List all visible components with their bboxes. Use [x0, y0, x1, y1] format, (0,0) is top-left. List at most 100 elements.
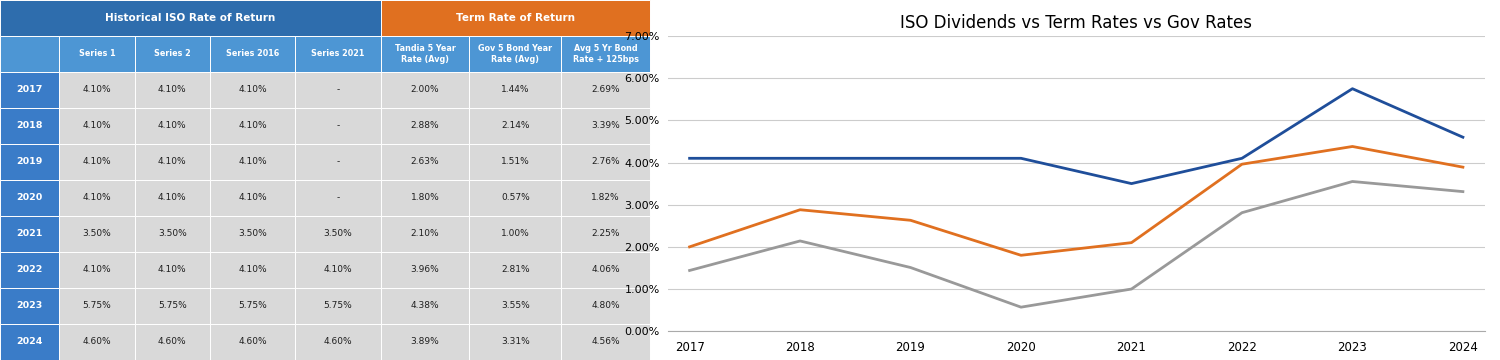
- Bar: [561, 72, 650, 108]
- Bar: [58, 36, 135, 72]
- Bar: [135, 288, 210, 324]
- Bar: [470, 288, 561, 324]
- Text: 3.50%: 3.50%: [82, 230, 111, 238]
- Text: 4.06%: 4.06%: [591, 266, 620, 275]
- Text: 4.10%: 4.10%: [158, 85, 186, 94]
- Title: ISO Dividends vs Term Rates vs Gov Rates: ISO Dividends vs Term Rates vs Gov Rates: [900, 14, 1252, 32]
- Text: 1.82%: 1.82%: [591, 194, 620, 202]
- Text: 4.10%: 4.10%: [238, 194, 267, 202]
- Text: 4.10%: 4.10%: [238, 85, 267, 94]
- Bar: [296, 144, 381, 180]
- Bar: [210, 144, 296, 180]
- Text: -: -: [336, 157, 340, 166]
- Bar: [381, 288, 470, 324]
- Text: 2.00%: 2.00%: [411, 85, 440, 94]
- Text: 4.10%: 4.10%: [82, 157, 111, 166]
- Text: 2.69%: 2.69%: [591, 85, 620, 94]
- Bar: [296, 324, 381, 360]
- Bar: [381, 144, 470, 180]
- Text: 4.10%: 4.10%: [238, 266, 267, 275]
- Text: 2.14%: 2.14%: [501, 121, 530, 130]
- Text: 3.50%: 3.50%: [238, 230, 267, 238]
- Text: 2019: 2019: [16, 157, 42, 166]
- Text: Series 1: Series 1: [78, 49, 116, 58]
- Bar: [0, 72, 58, 108]
- Text: 4.10%: 4.10%: [82, 266, 111, 275]
- Text: 4.60%: 4.60%: [82, 338, 111, 346]
- Bar: [210, 72, 296, 108]
- Text: 4.10%: 4.10%: [158, 121, 186, 130]
- Text: 3.50%: 3.50%: [158, 230, 186, 238]
- Text: 4.10%: 4.10%: [238, 121, 267, 130]
- Text: 4.10%: 4.10%: [238, 157, 267, 166]
- Bar: [0, 180, 58, 216]
- Bar: [210, 252, 296, 288]
- Bar: [135, 144, 210, 180]
- Text: 5.75%: 5.75%: [238, 302, 267, 310]
- Bar: [210, 216, 296, 252]
- Text: Historical ISO Rate of Return: Historical ISO Rate of Return: [105, 13, 276, 23]
- Text: 4.60%: 4.60%: [238, 338, 267, 346]
- Text: Series 2021: Series 2021: [312, 49, 364, 58]
- Bar: [381, 252, 470, 288]
- Text: 2.81%: 2.81%: [501, 266, 530, 275]
- Text: 5.75%: 5.75%: [82, 302, 111, 310]
- Bar: [296, 72, 381, 108]
- Bar: [381, 216, 470, 252]
- Bar: [381, 36, 470, 72]
- Bar: [381, 324, 470, 360]
- Text: 2.76%: 2.76%: [591, 157, 620, 166]
- Text: 3.39%: 3.39%: [591, 121, 620, 130]
- Text: 1.00%: 1.00%: [501, 230, 530, 238]
- Text: Series 2016: Series 2016: [226, 49, 279, 58]
- Bar: [135, 72, 210, 108]
- Text: 2022: 2022: [16, 266, 42, 275]
- Bar: [58, 180, 135, 216]
- Text: 2024: 2024: [16, 338, 42, 346]
- Bar: [210, 108, 296, 144]
- Text: 2023: 2023: [16, 302, 42, 310]
- Text: Tandia 5 Year
Rate (Avg): Tandia 5 Year Rate (Avg): [394, 45, 456, 63]
- Text: 4.10%: 4.10%: [324, 266, 352, 275]
- Bar: [58, 216, 135, 252]
- Bar: [210, 36, 296, 72]
- Bar: [470, 252, 561, 288]
- Bar: [561, 144, 650, 180]
- Bar: [296, 108, 381, 144]
- Text: 4.10%: 4.10%: [82, 121, 111, 130]
- Bar: [470, 36, 561, 72]
- Bar: [58, 108, 135, 144]
- Bar: [561, 216, 650, 252]
- Text: -: -: [336, 194, 340, 202]
- Bar: [210, 324, 296, 360]
- Text: 4.10%: 4.10%: [82, 194, 111, 202]
- Bar: [135, 216, 210, 252]
- Text: 4.60%: 4.60%: [324, 338, 352, 346]
- Text: 2018: 2018: [16, 121, 44, 130]
- Bar: [58, 144, 135, 180]
- Bar: [561, 324, 650, 360]
- Bar: [470, 72, 561, 108]
- Text: 4.10%: 4.10%: [158, 266, 186, 275]
- Text: 4.56%: 4.56%: [591, 338, 620, 346]
- Bar: [296, 252, 381, 288]
- Text: -: -: [336, 121, 340, 130]
- Bar: [561, 288, 650, 324]
- Text: 1.44%: 1.44%: [501, 85, 530, 94]
- Text: 3.50%: 3.50%: [324, 230, 352, 238]
- Text: 1.80%: 1.80%: [411, 194, 440, 202]
- Bar: [296, 36, 381, 72]
- Bar: [381, 108, 470, 144]
- Text: 0.57%: 0.57%: [501, 194, 530, 202]
- Text: 5.75%: 5.75%: [324, 302, 352, 310]
- Text: Gov 5 Bond Year
Rate (Avg): Gov 5 Bond Year Rate (Avg): [478, 45, 552, 63]
- Bar: [0, 108, 58, 144]
- Text: -: -: [336, 85, 340, 94]
- Bar: [561, 108, 650, 144]
- Bar: [296, 288, 381, 324]
- Text: 3.96%: 3.96%: [411, 266, 440, 275]
- Bar: [470, 216, 561, 252]
- Bar: [561, 252, 650, 288]
- Bar: [381, 180, 470, 216]
- Text: 4.38%: 4.38%: [411, 302, 440, 310]
